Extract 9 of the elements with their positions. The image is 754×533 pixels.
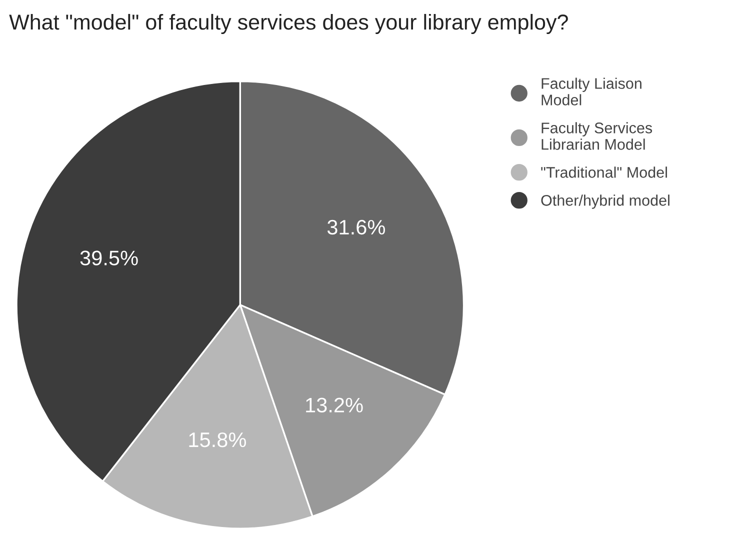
legend-label: Faculty Liaison Model xyxy=(542,78,642,106)
data-label: 39.5% xyxy=(80,250,138,266)
data-label: 13.2% xyxy=(306,398,363,412)
legend-label: Faculty Services Librarian Model xyxy=(542,122,652,150)
data-label: 15.8% xyxy=(189,432,246,448)
data-label: 31.6% xyxy=(327,220,385,235)
legend-label: Other/hybrid model xyxy=(541,194,670,209)
chart-title: What "model" of faculty services does your library employ? xyxy=(9,14,568,34)
legend-label: "Traditional" Model xyxy=(541,166,667,178)
